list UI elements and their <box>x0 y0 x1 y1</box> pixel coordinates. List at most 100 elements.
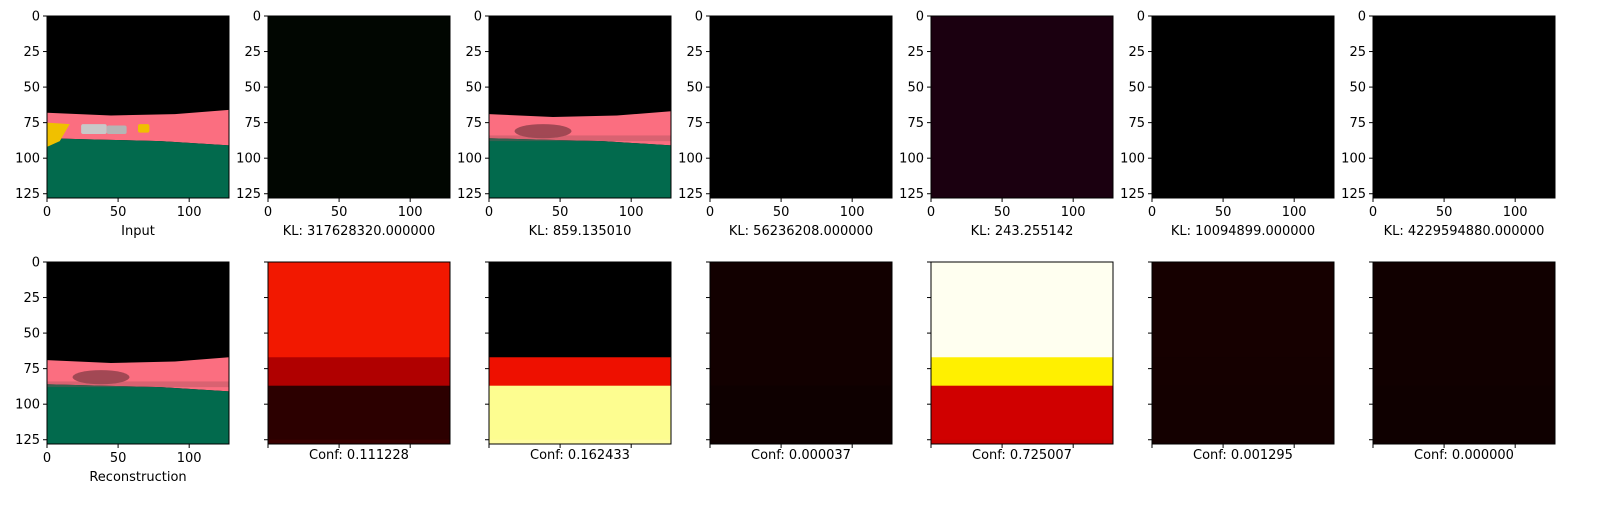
panel-r1-c2-ytick-label: 75 <box>244 116 261 131</box>
panel-r1-c3-xtick-label: 0 <box>485 205 493 220</box>
panel-r1-c7-ytick-label: 125 <box>1341 187 1366 202</box>
panel-r2-c2-band <box>268 439 450 445</box>
panel-r1-c1-grass <box>47 138 229 198</box>
panel-r1-c7-xtick-label: 0 <box>1369 205 1377 220</box>
panel-r2-c3-band <box>489 439 671 445</box>
panel-r2-c7-frame <box>1372 261 1556 445</box>
panel-r1-c1: 0 50 100 0 25 50 75 100 125 Input <box>15 10 230 239</box>
panel-r1-c7-xtick-label: 50 <box>1436 205 1453 220</box>
panel-r1-c1-ytick-label: 100 <box>15 152 40 167</box>
panel-r2-c5-band <box>931 262 1113 358</box>
panel-r2-c1-ytick-label: 25 <box>23 291 40 306</box>
panel-r2-c7-band <box>1373 262 1555 358</box>
panel-r1-c7-caption: KL: 4229594880.000000 <box>1384 224 1545 239</box>
panel-r1-c1-caption: Input <box>121 224 155 239</box>
panel-r2-c1-ytick-label: 125 <box>15 433 40 448</box>
panel-r1-c6-ytick-label: 75 <box>1128 116 1145 131</box>
panel-r1-c6-ytick-label: 25 <box>1128 45 1145 60</box>
panel-r1-c6-caption: KL: 10094899.000000 <box>1171 224 1315 239</box>
panel-r2-c5-caption: Conf: 0.725007 <box>972 448 1072 463</box>
panel-r1-c2-xtick-label: 0 <box>264 205 272 220</box>
panel-r1-c3-xtick-label: 100 <box>619 205 644 220</box>
panel-r1-c2-ytick-label: 100 <box>236 152 261 167</box>
panel-r1-c7-ytick-label: 50 <box>1349 81 1366 96</box>
panel-r2-c1-xtick-label: 50 <box>110 451 127 466</box>
panel-r2-c2: Conf: 0.111228 <box>264 261 451 463</box>
panel-r1-c5-ytick-label: 50 <box>907 81 924 96</box>
panel-r1-c3-ytick-label: 50 <box>465 81 482 96</box>
panel-r2-c2-band <box>268 357 450 387</box>
panel-r2-c5-band <box>931 385 1113 441</box>
panel-r1-c1-xtick-label: 0 <box>43 205 51 220</box>
panel-r1-c4-xtick-label: 100 <box>840 205 865 220</box>
panel-r2-c6-band <box>1152 357 1334 387</box>
panel-r2-c7: Conf: 0.000000 <box>1369 261 1556 463</box>
panel-r1-c2-xtick-label: 100 <box>398 205 423 220</box>
panel-r1-c3-ytick-label: 75 <box>465 116 482 131</box>
panel-r1-c5-caption: KL: 243.255142 <box>971 224 1074 239</box>
panel-r2-c4-band <box>710 357 892 387</box>
panel-r1-c4-ytick-label: 125 <box>678 187 703 202</box>
panel-r1-c6-ytick-label: 50 <box>1128 81 1145 96</box>
panel-r1-c3-ytick-label: 100 <box>457 152 482 167</box>
panel-r1-c2-frame <box>267 15 451 199</box>
panel-r1-c3-caption: KL: 859.135010 <box>529 224 632 239</box>
panel-r1-c1-xtick-label: 100 <box>177 205 202 220</box>
panel-r1-c5-ytick-label: 100 <box>899 152 924 167</box>
panel-r1-c2-ytick-label: 25 <box>244 45 261 60</box>
panel-r1-c1-ytick-label: 75 <box>23 116 40 131</box>
panel-r1-c7-ytick-label: 0 <box>1358 10 1366 25</box>
panel-r1-c5-frame <box>930 15 1114 199</box>
panel-r1-c4-ytick-label: 0 <box>695 10 703 25</box>
panel-r1-c1-xtick-label: 50 <box>110 205 127 220</box>
panel-r1-c2-ytick-label: 50 <box>244 81 261 96</box>
panel-r1-c3-frame <box>488 15 672 199</box>
panel-r1-c1-frame <box>46 15 230 199</box>
panel-r1-c1-ytick-label: 50 <box>23 81 40 96</box>
panel-r1-c5-ytick-label: 125 <box>899 187 924 202</box>
panel-r2-c3-frame <box>488 261 672 445</box>
panel-r2-c5-frame <box>930 261 1114 445</box>
panel-r1-c5-ytick-label: 75 <box>907 116 924 131</box>
panel-r2-c3-band <box>489 262 671 358</box>
panel-r1-c2: 0 50 100 0 25 50 75 100 125 KL: 317628320.000000 <box>236 10 451 239</box>
panel-r2-c5-band <box>931 357 1113 387</box>
panel-r2-c6-caption: Conf: 0.001295 <box>1193 448 1293 463</box>
panel-r1-c5-ytick-label: 0 <box>916 10 924 25</box>
panel-r1-c6-ytick-label: 100 <box>1120 152 1145 167</box>
panel-r1-c4-ytick-label: 50 <box>686 81 703 96</box>
panel-r2-c7-band <box>1373 385 1555 441</box>
panel-r1-c7-ytick-label: 100 <box>1341 152 1366 167</box>
panel-r2-c6-band <box>1152 439 1334 445</box>
panel-r1-c1-ytick-label: 0 <box>32 10 40 25</box>
panel-r1-c7-ytick-label: 75 <box>1349 116 1366 131</box>
panel-r2-c2-frame <box>267 261 451 445</box>
panel-r1-c5-image <box>931 16 1113 198</box>
panel-r1-c6-xtick-label: 100 <box>1282 205 1307 220</box>
panel-r2-c1-smudge <box>47 381 229 388</box>
panel-r2-c1-caption: Reconstruction <box>89 470 186 485</box>
panel-r1-c3-ytick-label: 125 <box>457 187 482 202</box>
panel-r1-c2-ytick-label: 0 <box>253 10 261 25</box>
panel-r1-c6-xtick-label: 50 <box>1215 205 1232 220</box>
panel-r1-c3-smudge <box>514 124 572 139</box>
panel-r2-c4-band <box>710 385 892 441</box>
panel-r2-c4-frame <box>709 261 893 445</box>
panel-r1-c5-xtick-label: 100 <box>1061 205 1086 220</box>
panel-r1-c5-xtick-label: 50 <box>994 205 1011 220</box>
panel-r2-c4-band <box>710 262 892 358</box>
panel-r1-c4-xtick-label: 50 <box>773 205 790 220</box>
panel-r2-c1: 0 50 100 0 25 50 75 100 125 Reconstruction <box>15 256 230 485</box>
panel-r1-c5-ytick-label: 25 <box>907 45 924 60</box>
panel-r1-c6-ytick-label: 0 <box>1137 10 1145 25</box>
panel-r2-c7-band <box>1373 439 1555 445</box>
panel-r1-c4-ytick-label: 100 <box>678 152 703 167</box>
panel-r2-c3-band <box>489 357 671 387</box>
panel-r2-c6-band <box>1152 262 1334 358</box>
panel-r2-c5: Conf: 0.725007 <box>927 261 1114 463</box>
panel-r1-c2-image <box>268 16 450 198</box>
panel-r1-c7: 0 50 100 0 25 50 75 100 125 KL: 4229594880.000000 <box>1341 10 1556 239</box>
panel-r2-c2-band <box>268 262 450 358</box>
panel-r1-c4-image <box>710 16 892 198</box>
